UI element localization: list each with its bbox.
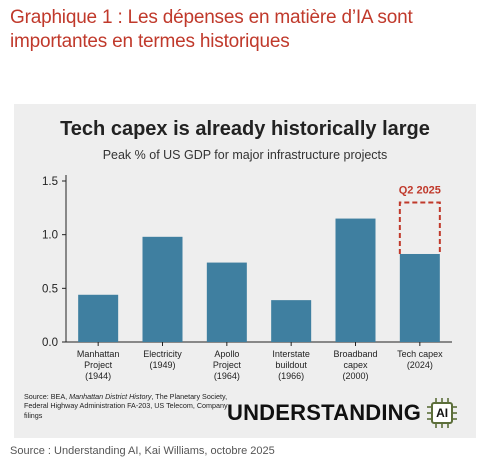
bar	[206, 262, 247, 342]
x-tick-label: (2000)	[342, 371, 368, 381]
x-tick-label: Electricity	[143, 349, 182, 359]
brand-logo: UNDERSTANDING AI	[227, 398, 458, 428]
source-note: Source: BEA, Manhattan District History,…	[24, 392, 234, 420]
projection-label: Q2 2025	[399, 184, 441, 196]
x-tick-label: (1949)	[149, 360, 175, 370]
bar	[271, 300, 312, 342]
bar-chart: 0.00.51.01.5ManhattanProject(1944)Electr…	[42, 175, 452, 381]
chart-subtitle: Peak % of US GDP for major infrastructur…	[102, 148, 388, 162]
bar	[335, 218, 376, 342]
x-tick-label: Tech capex	[397, 349, 443, 359]
brand-chip-text: AI	[431, 402, 454, 424]
x-tick-label: (1966)	[278, 371, 304, 381]
chart-card: Tech capex is already historically large…	[14, 104, 476, 438]
x-tick-label: Apollo	[214, 349, 239, 359]
x-tick-label: buildout	[275, 360, 307, 370]
projection-box	[398, 201, 441, 254]
x-tick-label: capex	[343, 360, 368, 370]
x-tick-label: Project	[84, 360, 113, 370]
page-heading: Graphique 1 : Les dépenses en matière d’…	[10, 7, 413, 52]
bar	[399, 253, 440, 342]
source-note-prefix: Source: BEA,	[24, 392, 70, 401]
y-tick-label: 0.5	[42, 283, 58, 295]
page-source: Source : Understanding AI, Kai Williams,…	[10, 445, 275, 457]
source-note-italic: Manhattan District History	[69, 392, 152, 401]
bar	[78, 294, 119, 342]
x-tick-label: (1964)	[214, 371, 240, 381]
bar	[142, 236, 183, 342]
y-tick-label: 1.0	[42, 230, 58, 242]
y-tick-label: 0.0	[42, 337, 58, 349]
chip-icon: AI	[427, 398, 458, 428]
source-note-suffix: , The Planetary Society, Federal Highway…	[24, 392, 228, 420]
x-tick-label: Manhattan	[77, 349, 120, 359]
brand-text: UNDERSTANDING	[227, 400, 422, 425]
x-tick-label: (2024)	[407, 360, 433, 370]
x-tick-label: Broadband	[333, 349, 377, 359]
x-tick-label: (1944)	[85, 371, 111, 381]
x-tick-label: Interstate	[272, 349, 310, 359]
x-tick-label: Project	[213, 360, 242, 370]
chart-title: Tech capex is already historically large	[60, 118, 430, 140]
y-tick-label: 1.5	[42, 176, 58, 188]
